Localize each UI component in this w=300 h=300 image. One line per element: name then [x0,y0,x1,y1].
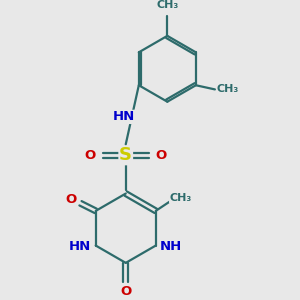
Text: CH₃: CH₃ [217,84,239,94]
Text: O: O [156,149,167,162]
Text: NH: NH [160,240,182,253]
Text: O: O [84,149,96,162]
Text: HN: HN [112,110,135,123]
Text: HN: HN [69,240,91,253]
Text: S: S [119,146,132,164]
Text: CH₃: CH₃ [169,193,192,203]
Text: O: O [120,285,131,298]
Text: O: O [65,193,76,206]
Text: CH₃: CH₃ [156,0,178,10]
